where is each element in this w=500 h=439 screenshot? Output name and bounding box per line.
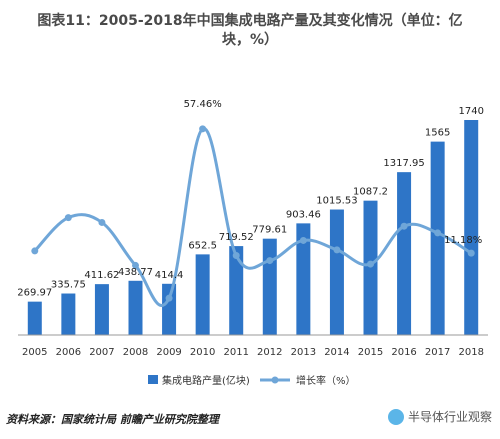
growth-rate-point-2009	[165, 294, 173, 302]
growth-rate-point-2010	[199, 125, 207, 133]
source-note: 资料来源：国家统计局 前瞻产业研究院整理	[6, 413, 219, 426]
bar-2005	[27, 301, 42, 335]
bar-2008	[128, 280, 143, 335]
x-tick-label: 2005	[22, 347, 47, 358]
growth-rate-point-2016	[400, 222, 408, 230]
bar-value-label: 269.97	[17, 288, 52, 299]
x-tick-label: 2018	[458, 347, 483, 358]
legend-bar-label: 集成电路产量(亿块)	[162, 374, 250, 387]
bar-2009	[162, 283, 177, 335]
legend-bar-swatch	[148, 375, 158, 384]
wechat-icon	[387, 408, 404, 425]
x-tick-label: 2007	[89, 347, 114, 358]
growth-rate-line	[33, 127, 473, 308]
bar-value-label: 1015.53	[316, 196, 357, 207]
growth-rate-point-2005	[31, 247, 39, 255]
bar-value-label: 1740	[458, 106, 483, 117]
bar-value-label: 719.52	[219, 232, 254, 243]
bar-value-label: 1087.2	[353, 187, 388, 198]
bar-value-label: 414.4	[155, 270, 184, 281]
x-tick-label: 2015	[358, 347, 383, 358]
growth-rate-point-2015	[367, 260, 374, 268]
x-tick-label: 2008	[123, 347, 148, 358]
bar-value-label: 411.62	[84, 270, 119, 281]
growth-rate-point-2014	[333, 246, 341, 254]
growth-rate-point-2013	[299, 236, 307, 244]
bar-2012	[262, 238, 277, 335]
growth-rate-point-2006	[64, 214, 72, 222]
legend-line-marker	[271, 376, 279, 384]
bar-2014	[329, 209, 344, 335]
x-tick-label: 2010	[190, 347, 215, 358]
bar-2006	[61, 293, 76, 335]
x-tick-label: 2017	[425, 347, 450, 358]
bar-2017	[430, 141, 445, 335]
growth-rate-label: 57.46%	[184, 99, 222, 110]
x-tick-label: 2011	[223, 347, 248, 358]
bar-value-label: 652.5	[188, 240, 217, 251]
x-tick-label: 2012	[257, 347, 282, 358]
bar-2015	[363, 200, 378, 335]
x-tick-label: 2016	[391, 347, 416, 358]
bar-2011	[229, 246, 244, 335]
bar-value-label: 335.75	[51, 280, 86, 291]
legend-line-label: 增长率（%）	[296, 374, 356, 387]
growth-rate-point-2018	[467, 249, 475, 257]
x-tick-label: 2013	[291, 347, 316, 358]
x-tick-label: 2014	[324, 347, 349, 358]
bar-2013	[296, 223, 311, 335]
chart-title-line2: 块，%）	[221, 32, 279, 48]
growth-rate-point-2017	[434, 229, 442, 237]
growth-rate-point-2007	[98, 218, 106, 226]
bar-value-label: 438.77	[118, 267, 153, 278]
watermark-badge: 半导体行业观察	[387, 408, 492, 425]
x-tick-label: 2006	[56, 347, 81, 358]
growth-rate-point-2011	[232, 251, 240, 259]
bar-2018	[464, 120, 479, 335]
x-tick-label: 2009	[156, 347, 181, 358]
chart-title-line1: 图表11：2005-2018年中国集成电路产量及其变化情况（单位：亿	[37, 13, 463, 29]
bar-value-label: 1565	[425, 128, 450, 139]
growth-rate-point-2012	[266, 257, 274, 265]
bar-value-label: 1317.95	[383, 158, 424, 169]
bar-2007	[94, 284, 109, 335]
watermark-badge-text: 半导体行业观察	[407, 410, 492, 424]
growth-rate-point-2008	[132, 261, 139, 269]
bar-2016	[397, 172, 412, 335]
bar-value-label: 779.61	[252, 225, 287, 236]
chart-title: 图表11：2005-2018年中国集成电路产量及其变化情况（单位：亿 块，%）	[0, 12, 500, 50]
growth-rate-label: 11.18%	[444, 235, 482, 246]
bar-2010	[195, 254, 210, 335]
bar-value-label: 903.46	[286, 209, 321, 220]
